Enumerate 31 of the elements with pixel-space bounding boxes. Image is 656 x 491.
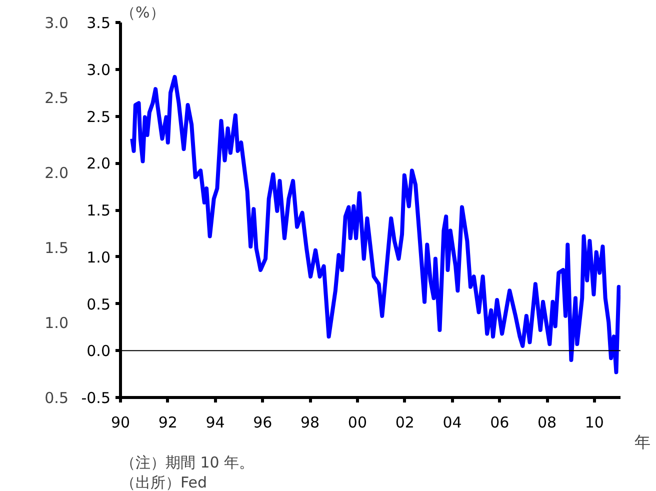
x-tick-label: 90: [110, 414, 130, 432]
y-tick-label: 1.5: [86, 202, 111, 220]
y-tick-label: 0.5: [86, 295, 111, 314]
y-tick-label: 1.0: [86, 248, 111, 266]
x-tick-label: 92: [158, 414, 178, 432]
x-axis-title: 年: [634, 432, 650, 452]
x-tick-label: 08: [537, 414, 557, 432]
x-tick-label: 98: [300, 414, 320, 432]
y-tick-label: 3.0: [86, 60, 111, 79]
y2-tick-label: 0.5: [44, 389, 69, 407]
x-tick-label: 02: [395, 414, 414, 432]
text: （注）期間 10 年。: [120, 454, 254, 472]
x-tick-label: 00: [348, 414, 368, 432]
y2-tick-label: 1.0: [44, 314, 69, 332]
x-tick-label: 10: [584, 414, 604, 432]
y2-tick-label: 2.0: [44, 164, 69, 182]
y2-tick-label: 3.0: [44, 14, 69, 32]
y-tick-label: 2.0: [86, 154, 111, 173]
x-tick-label: 96: [253, 414, 272, 432]
x-tick-label: 06: [490, 414, 510, 432]
y2-tick-label: 2.5: [44, 89, 69, 107]
text: （出所）Fed: [120, 474, 208, 491]
y2-tick-label: 1.5: [44, 239, 69, 257]
y-tick-label: 0.0: [86, 342, 111, 360]
y-tick-label: 2.5: [86, 108, 111, 126]
x-tick-label: 04: [442, 414, 462, 432]
line-series: [130, 74, 620, 374]
y-axis-title: （%）: [120, 4, 165, 22]
y-tick-label: 3.5: [86, 14, 111, 32]
x-tick-label: 94: [206, 414, 225, 432]
y-tick-label: -0.5: [81, 389, 111, 407]
